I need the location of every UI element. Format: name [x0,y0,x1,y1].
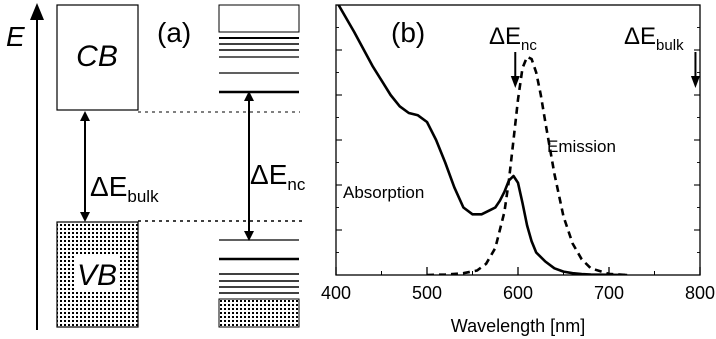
energy-marker-arrowhead [690,76,700,88]
x-tick-label: 700 [594,283,624,303]
absorption-curve [337,5,628,275]
energy-axis-label: E [6,21,25,52]
bulk-gap-label: ΔEbulk [90,171,159,206]
panel-a-label: (a) [157,17,191,48]
conduction-band-box [56,4,139,111]
marker-nc-label: ΔEnc [489,23,537,54]
nc-gap-label: ΔEnc [250,159,306,194]
panel-b-label: (b) [391,17,425,48]
nc-vb-continuum [218,298,300,328]
x-tick-label: 400 [321,283,351,303]
marker-bulk-label: ΔEbulk [624,23,684,54]
nc-level-ladder [218,4,300,328]
emission-label: Emission [547,137,616,156]
x-axis-label: Wavelength [nm] [451,316,585,336]
x-tick-label: 600 [503,283,533,303]
x-tick-label: 500 [412,283,442,303]
nc-cb-continuum [218,4,300,33]
energy-axis-arrowhead [30,3,44,20]
vb-label: VB [77,259,117,292]
x-tick-label: 800 [685,283,715,303]
cb-label: CB [76,40,118,73]
panel-a: E (a) CB VB ΔEbulk [6,3,306,330]
emission-curve [426,55,628,275]
absorption-label: Absorption [343,183,424,202]
panel-b: (b) 400 500 600 700 800 ΔEnc ΔEbulk Absorpti… [321,4,715,336]
energy-marker-arrowhead [510,76,520,88]
plot-marks: 400 500 600 700 800 [321,5,715,303]
